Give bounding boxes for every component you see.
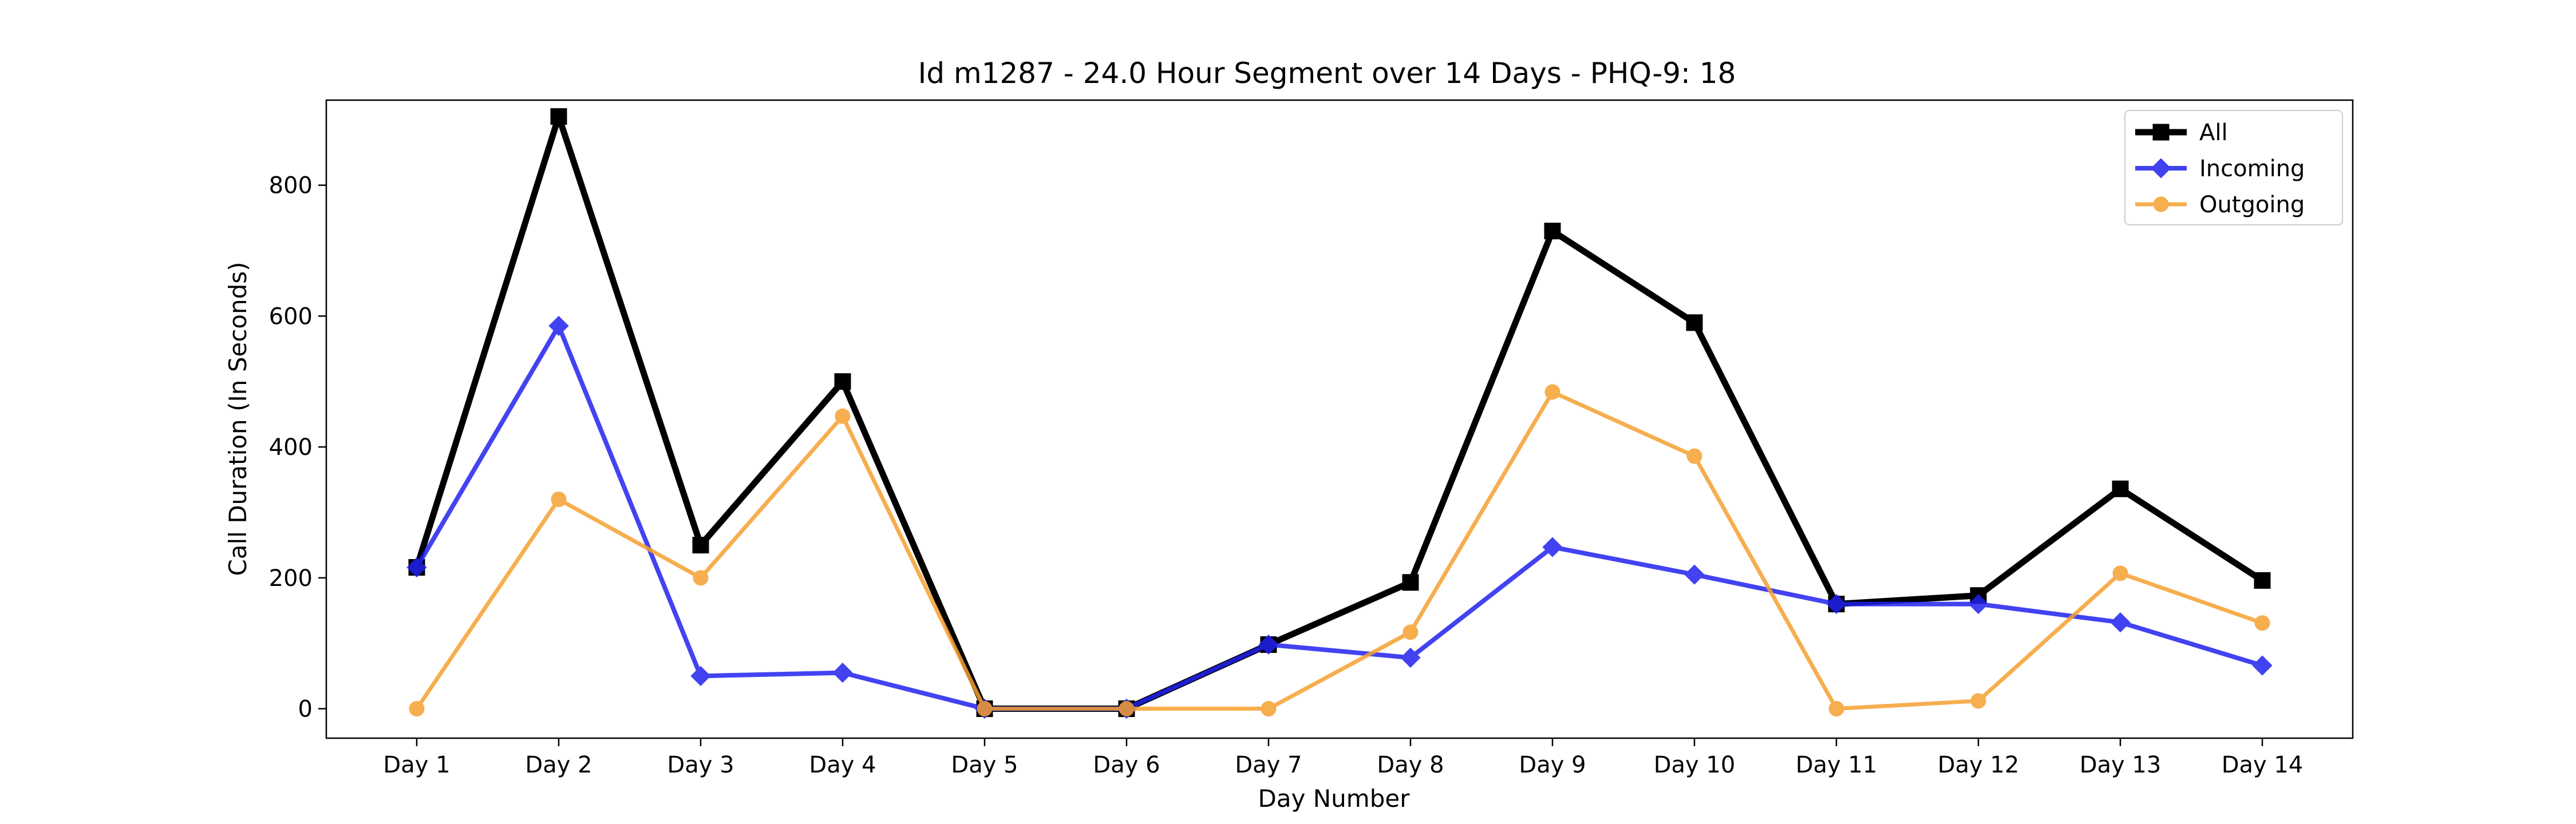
x-tick-label: Day 3 bbox=[667, 752, 734, 778]
data-point bbox=[1544, 223, 1561, 240]
data-point bbox=[1258, 634, 1279, 655]
x-tick-label: Day 2 bbox=[525, 752, 592, 778]
data-point bbox=[692, 537, 709, 554]
data-point bbox=[1261, 701, 1277, 717]
data-point bbox=[550, 108, 567, 125]
legend-label: Outgoing bbox=[2199, 192, 2305, 218]
data-point bbox=[548, 315, 569, 336]
data-point bbox=[690, 665, 711, 686]
plot-area bbox=[325, 99, 2354, 739]
data-point bbox=[1826, 593, 1847, 615]
y-tick-label: 800 bbox=[269, 173, 313, 199]
series-all bbox=[408, 108, 2271, 718]
data-point bbox=[2112, 565, 2128, 581]
data-point bbox=[1684, 564, 1705, 585]
data-point bbox=[1968, 593, 1989, 615]
data-point bbox=[2254, 615, 2270, 631]
x-tick-label: Day 9 bbox=[1519, 752, 1586, 778]
data-point bbox=[409, 701, 425, 717]
data-point bbox=[1402, 574, 1419, 591]
y-tick-label: 600 bbox=[269, 303, 313, 330]
data-point bbox=[406, 557, 427, 578]
chart-title: Id m1287 - 24.0 Hour Segment over 14 Day… bbox=[918, 57, 1736, 90]
data-point bbox=[1542, 537, 1563, 557]
data-point bbox=[2254, 572, 2271, 589]
y-axis: 0 200 400 600 800 bbox=[269, 173, 326, 723]
data-point bbox=[2152, 124, 2170, 141]
x-tick-label: Day 8 bbox=[1377, 752, 1444, 778]
series-incoming bbox=[406, 315, 2273, 719]
series-outgoing bbox=[409, 384, 2270, 717]
data-point bbox=[834, 373, 851, 390]
x-tick-label: Day 4 bbox=[809, 752, 876, 778]
series-line bbox=[414, 323, 2263, 711]
data-point bbox=[835, 408, 851, 424]
data-point bbox=[1686, 314, 1703, 331]
data-point bbox=[1119, 701, 1135, 717]
y-tick-label: 0 bbox=[298, 696, 313, 723]
data-point bbox=[693, 570, 709, 586]
x-axis: Day 1 Day 2 Day 3 Day 4 Day 5 Day 6 Day 7 Day 8… bbox=[383, 738, 2303, 778]
y-axis-label: Call Duration (In Seconds) bbox=[224, 262, 252, 576]
y-tick-label: 200 bbox=[269, 565, 313, 592]
data-point bbox=[2110, 612, 2131, 633]
x-axis-label: Day Number bbox=[1258, 785, 1410, 813]
data-point bbox=[1402, 624, 1419, 640]
x-tick-label: Day 1 bbox=[383, 752, 450, 778]
series-line bbox=[415, 390, 2263, 711]
legend-label: Incoming bbox=[2199, 156, 2305, 182]
data-point bbox=[1970, 693, 1986, 709]
data-point bbox=[551, 492, 567, 508]
data-point bbox=[2112, 480, 2129, 497]
data-point bbox=[1686, 448, 1702, 464]
legend-entry bbox=[2135, 124, 2187, 141]
x-tick-label: Day 13 bbox=[2080, 752, 2162, 778]
legend-entry bbox=[2135, 158, 2187, 179]
series-line bbox=[413, 113, 2264, 712]
legend: All Incoming Outgoing bbox=[2124, 110, 2343, 225]
data-point bbox=[977, 701, 993, 717]
x-tick-label: Day 5 bbox=[951, 752, 1018, 778]
x-tick-label: Day 12 bbox=[1938, 752, 2020, 778]
series-layer bbox=[406, 108, 2273, 719]
y-tick-label: 400 bbox=[269, 434, 313, 461]
data-point bbox=[2252, 655, 2273, 676]
legend-entry bbox=[2135, 196, 2187, 212]
x-tick-label: Day 7 bbox=[1235, 752, 1302, 778]
x-tick-label: Day 10 bbox=[1654, 752, 1736, 778]
data-point bbox=[832, 663, 853, 683]
x-tick-label: Day 11 bbox=[1796, 752, 1878, 778]
x-tick-label: Day 14 bbox=[2222, 752, 2304, 778]
data-point bbox=[1828, 701, 1844, 717]
legend-label: All bbox=[2199, 120, 2228, 146]
data-point bbox=[1400, 647, 1421, 668]
x-tick-label: Day 6 bbox=[1093, 752, 1160, 778]
legend-box bbox=[2124, 110, 2343, 225]
data-point bbox=[2151, 158, 2171, 179]
data-point bbox=[1544, 384, 1560, 400]
data-point bbox=[2153, 196, 2169, 212]
